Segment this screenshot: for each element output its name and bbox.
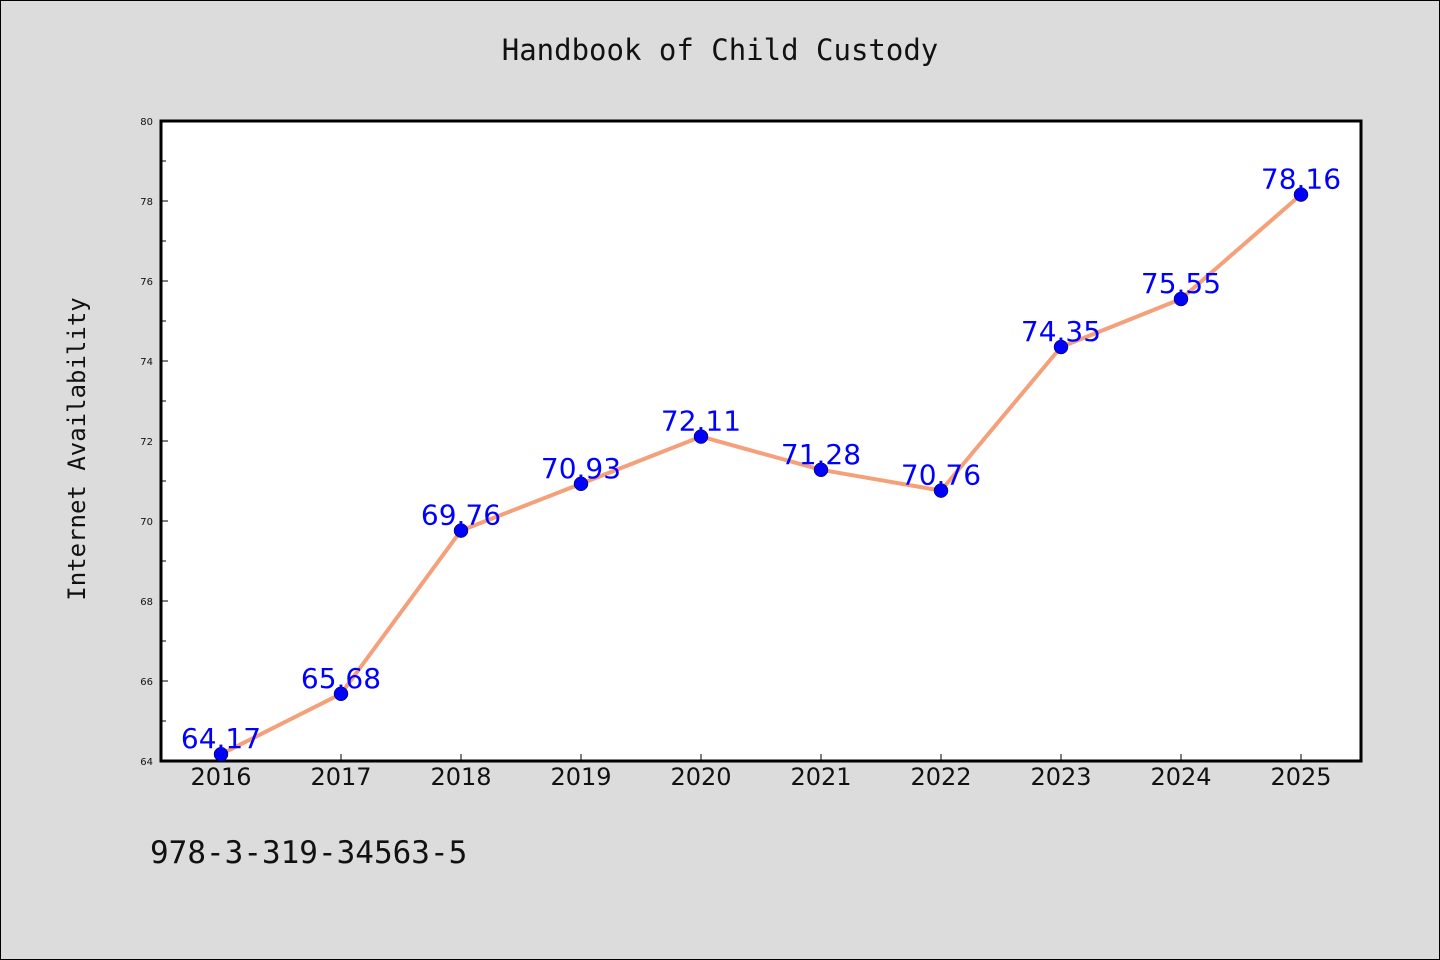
data-label: 69.76	[421, 499, 501, 532]
y-tick-label: 64	[140, 757, 153, 768]
y-tick-label: 76	[140, 277, 153, 288]
data-point	[333, 686, 349, 702]
x-tick-label: 2021	[790, 763, 851, 791]
data-point	[933, 483, 949, 498]
x-tick-label: 2023	[1030, 763, 1091, 791]
data-label: 64.17	[181, 722, 261, 755]
y-tick-label: 72	[140, 437, 153, 448]
y-tick-label: 80	[140, 117, 153, 128]
data-label: 78.16	[1261, 163, 1341, 196]
x-tick-label: 2025	[1270, 763, 1331, 791]
x-tick-label: 2018	[430, 763, 491, 791]
x-tick-label: 2022	[910, 763, 971, 791]
y-tick-label: 78	[140, 197, 153, 208]
plot-area	[159, 119, 1363, 763]
y-tick-label: 74	[140, 357, 153, 368]
x-tick-label: 2016	[190, 763, 251, 791]
x-tick-label: 2024	[1150, 763, 1211, 791]
isbn-footnote: 978-3-319-34563-5	[150, 835, 468, 871]
data-point	[213, 746, 229, 762]
data-label: 70.93	[541, 452, 621, 485]
data-point	[813, 462, 829, 478]
series-line	[219, 192, 1303, 757]
data-label: 65.68	[301, 662, 381, 695]
data-point	[1173, 291, 1189, 307]
data-point	[1293, 187, 1309, 202]
chart-title: Handbook of Child Custody	[501, 33, 939, 67]
x-tick-label: 2017	[310, 763, 371, 791]
data-label: 70.76	[901, 459, 981, 492]
data-label: 74.35	[1021, 315, 1101, 348]
data-point	[453, 523, 469, 538]
data-point	[573, 476, 589, 492]
data-point	[1053, 339, 1069, 355]
data-label: 72.11	[661, 405, 741, 438]
x-tick-label: 2020	[670, 763, 731, 791]
x-tick-label: 2019	[550, 763, 611, 791]
y-tick-label: 66	[140, 677, 153, 688]
data-label: 71.28	[781, 438, 861, 471]
data-point	[693, 429, 709, 444]
y-tick-label: 68	[140, 597, 153, 608]
y-tick-label: 70	[140, 517, 153, 528]
data-label: 75.55	[1141, 267, 1221, 300]
